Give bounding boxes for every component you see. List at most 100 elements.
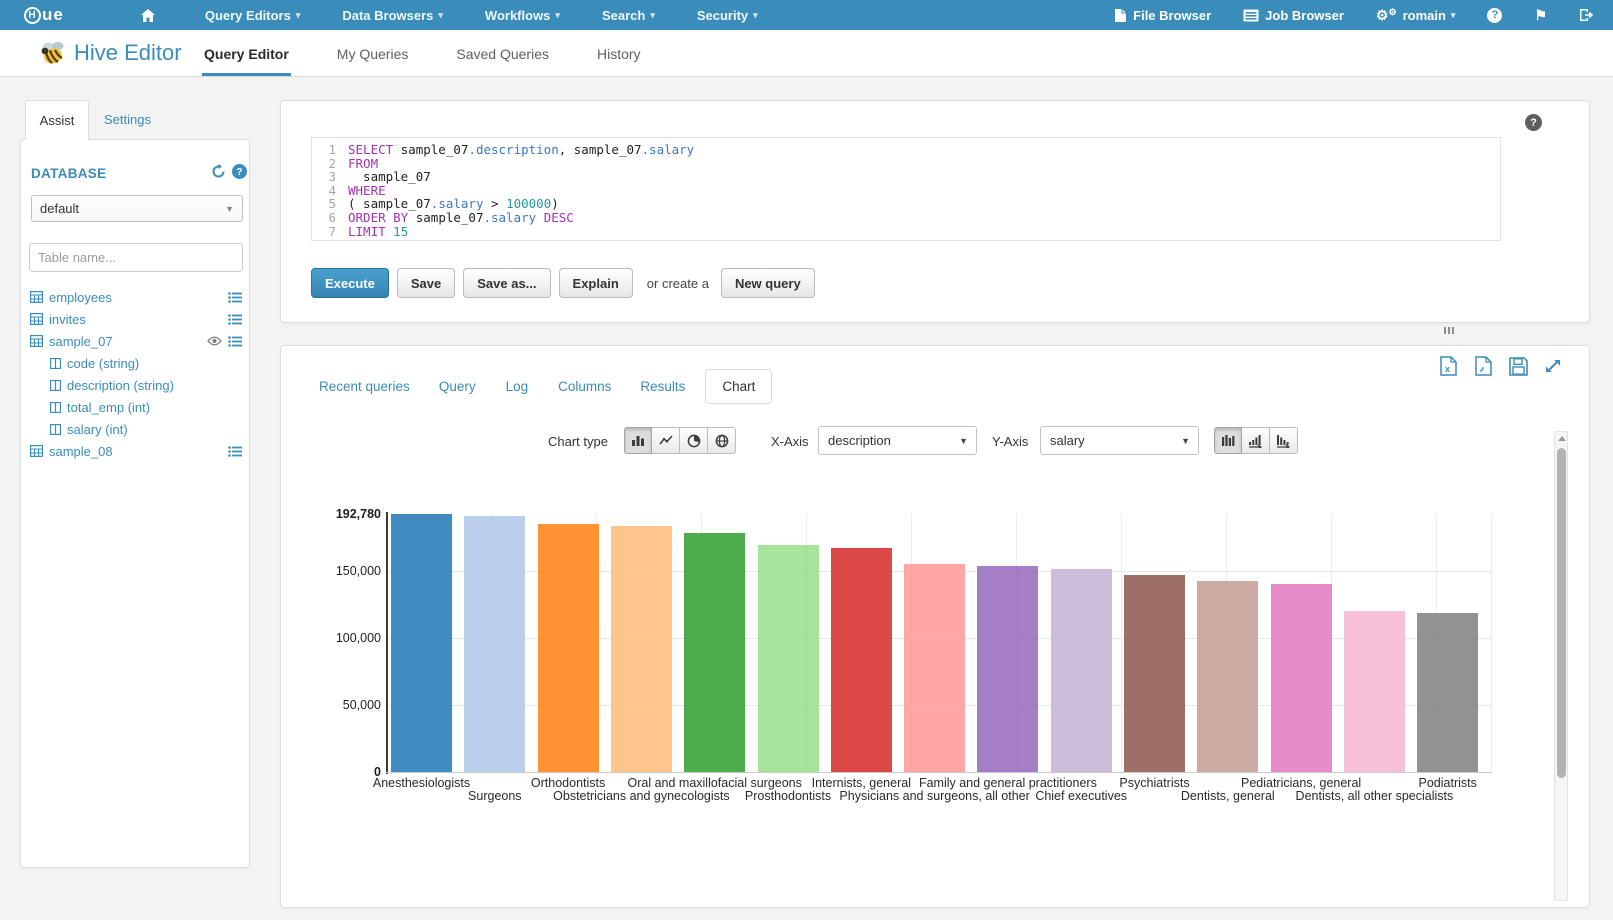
tab-history[interactable]: History	[596, 45, 641, 62]
code-token: .salary	[641, 142, 695, 157]
nav-menu-security[interactable]: Security ▾	[676, 0, 779, 30]
scrollbar-thumb[interactable]	[1556, 448, 1566, 778]
code-token: .salary	[430, 196, 484, 212]
chart-bar-12[interactable]	[1197, 580, 1258, 772]
code-token: .description	[468, 142, 559, 157]
table-item-employees[interactable]: employees	[21, 286, 251, 308]
nav-menu-search[interactable]: Search ▾	[581, 0, 676, 30]
home-button[interactable]	[140, 8, 156, 23]
chart-bar-5[interactable]	[684, 533, 745, 772]
result-tab-columns[interactable]: Columns	[558, 378, 612, 394]
feedback-button[interactable]: ⚑	[1518, 0, 1563, 30]
pie-chart-type-button[interactable]	[680, 427, 708, 454]
chart-bar-15[interactable]	[1417, 613, 1478, 772]
column-item-code[interactable]: code (string)	[21, 352, 251, 374]
database-select-value: default	[40, 201, 80, 216]
chart-bar-3[interactable]	[538, 524, 599, 772]
tab-my-queries[interactable]: My Queries	[336, 45, 409, 62]
result-export-icons: x	[1438, 356, 1563, 376]
database-help-icon[interactable]: ?	[232, 164, 247, 179]
list-icon[interactable]	[228, 313, 242, 325]
database-select[interactable]: default ▼	[31, 195, 243, 222]
file-browser-button[interactable]: File Browser	[1098, 0, 1227, 30]
user-menu[interactable]: ⚙ ⚙ romain ▾	[1360, 0, 1472, 30]
chart-bar-8[interactable]	[904, 564, 965, 772]
execute-button[interactable]: Execute	[311, 268, 389, 298]
chart-bar-13[interactable]	[1271, 583, 1332, 772]
new-query-button[interactable]: New query	[720, 268, 815, 298]
query-help-icon[interactable]: ?	[1525, 114, 1542, 131]
save-results-icon[interactable]	[1508, 356, 1528, 376]
chart-bar-7[interactable]	[831, 548, 892, 772]
list-icon[interactable]	[228, 445, 242, 457]
panel-resize-grip[interactable]	[1444, 327, 1454, 334]
table-item-invites[interactable]: invites	[21, 308, 251, 330]
job-browser-button[interactable]: Job Browser	[1227, 0, 1360, 30]
tab-settings[interactable]: Settings	[104, 112, 151, 127]
table-item-sample_08[interactable]: sample_08	[21, 440, 251, 462]
sort-descending-button[interactable]	[1270, 427, 1298, 454]
list-icon[interactable]	[228, 335, 242, 347]
chart-bar-4[interactable]	[611, 526, 672, 772]
download-csv-icon[interactable]	[1473, 356, 1493, 376]
table-icon	[30, 291, 43, 303]
scroll-up-arrow-icon[interactable]	[1558, 436, 1566, 441]
sort-ascending-button[interactable]	[1242, 427, 1270, 454]
column-item-salary[interactable]: salary (int)	[21, 418, 251, 440]
expand-icon[interactable]	[1543, 356, 1563, 376]
chart-bar-1[interactable]	[391, 514, 452, 772]
result-tab-recent-queries[interactable]: Recent queries	[319, 378, 410, 394]
refresh-icon[interactable]	[211, 164, 226, 179]
tab-saved-queries[interactable]: Saved Queries	[456, 45, 549, 62]
column-item-total_emp[interactable]: total_emp (int)	[21, 396, 251, 418]
no-sort-button[interactable]	[1214, 427, 1242, 454]
result-tab-query[interactable]: Query	[438, 378, 476, 394]
table-item-actions	[207, 335, 242, 347]
sql-code-lines: SELECT sample_07.description, sample_07.…	[342, 138, 694, 240]
save-as-button[interactable]: Save as...	[463, 268, 551, 298]
chart-bar-11[interactable]	[1124, 575, 1185, 772]
nav-menu-data-browsers[interactable]: Data Browsers ▾	[321, 0, 464, 30]
nav-menu-workflows[interactable]: Workflows ▾	[464, 0, 581, 30]
line-chart-type-button[interactable]	[652, 427, 680, 454]
x-category-label: Dentists, general	[1180, 789, 1275, 803]
result-tab-log[interactable]: Log	[505, 378, 529, 394]
y-axis-select[interactable]: salary ▼	[1040, 426, 1199, 455]
logout-button[interactable]	[1563, 0, 1595, 30]
table-filter-input[interactable]	[29, 243, 243, 272]
hue-logo-circle: H	[24, 6, 41, 24]
explain-button[interactable]: Explain	[558, 268, 633, 298]
tab-assist[interactable]: Assist	[25, 100, 89, 140]
y-tick-label: 150,000	[335, 564, 381, 579]
map-chart-type-button[interactable]	[708, 427, 736, 454]
help-button[interactable]: ?	[1471, 0, 1518, 30]
job-browser-label: Job Browser	[1265, 7, 1344, 23]
bar-chart-type-button[interactable]	[624, 427, 652, 454]
table-item-sample_07[interactable]: sample_07	[21, 330, 251, 352]
column-item-description[interactable]: description (string)	[21, 374, 251, 396]
chart-bar-10[interactable]	[1051, 569, 1112, 772]
code-line: sample_07	[348, 170, 694, 184]
chevron-down-icon: ▾	[438, 9, 443, 20]
bar-chart-plot-area	[388, 514, 1492, 772]
chart-bar-6[interactable]	[758, 544, 819, 772]
chart-bar-14[interactable]	[1344, 610, 1405, 772]
tab-query-editor[interactable]: Query Editor	[202, 30, 291, 77]
result-tab-chart[interactable]: Chart	[705, 368, 773, 404]
list-icon[interactable]	[228, 291, 242, 303]
chart-bar-2[interactable]	[464, 515, 525, 772]
chart-bar-9[interactable]	[977, 566, 1038, 772]
x-axis-select[interactable]: description ▼	[818, 426, 977, 455]
line-number: 6	[328, 209, 336, 225]
download-excel-icon[interactable]: x	[1438, 356, 1458, 376]
results-panel: x Recent queries Query Log Columns Results Ch…	[280, 345, 1590, 908]
save-button[interactable]: Save	[396, 268, 456, 298]
x-category-label: Surgeons	[468, 789, 522, 803]
nav-menu-query-editors[interactable]: Query Editors ▾	[184, 0, 322, 30]
chart-scrollbar[interactable]	[1554, 431, 1568, 901]
result-tab-results[interactable]: Results	[640, 378, 686, 394]
help-icon: ?	[1487, 7, 1503, 23]
